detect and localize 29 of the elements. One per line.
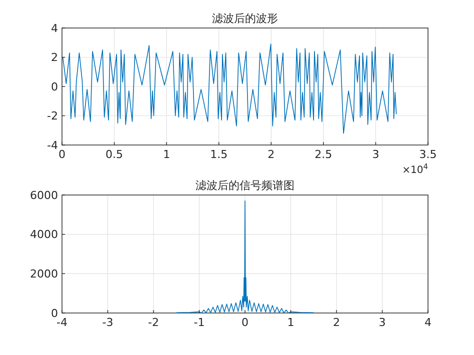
chart-title: 滤波后的信号频谱图 [196, 179, 294, 192]
x-tick-label: -3 [102, 316, 114, 329]
y-tick-label: 2000 [30, 268, 58, 281]
y-tick-label: 0 [51, 306, 58, 320]
x-tick-label: 3.5 [419, 148, 437, 161]
y-tick-label: 4 [51, 22, 58, 35]
x-tick-label: 3 [372, 148, 380, 161]
y-tick-label: 6000 [30, 188, 58, 202]
y-tick-label: -2 [47, 110, 58, 123]
x-tick-label: 0 [242, 316, 248, 329]
text: ×10$^{4}$ [402, 162, 428, 176]
y-tick-label: -4 [47, 138, 58, 152]
x-tick-label: -1 [194, 316, 205, 329]
x-tick-label: 2.5 [314, 148, 332, 161]
y-tick-label: 4000 [30, 228, 58, 242]
x-tick-label: 2 [268, 148, 275, 161]
y-tick-label: 2 [51, 51, 58, 64]
x-tick-label: 0.5 [106, 148, 124, 161]
chart-title: 滤波后的波形 [212, 12, 278, 25]
x-tick-label: 4 [424, 316, 432, 329]
line-series [62, 44, 397, 134]
x-tick-label: 1 [287, 316, 294, 329]
x-tick-label: 3 [378, 316, 386, 329]
x-tick-label: 1 [163, 148, 170, 161]
x-tick-label: -2 [148, 316, 159, 329]
x-tick-label: 2 [333, 316, 340, 329]
y-tick-label: 0 [51, 80, 58, 94]
line-series [176, 200, 314, 313]
x-tick-label: 1.5 [210, 148, 228, 161]
